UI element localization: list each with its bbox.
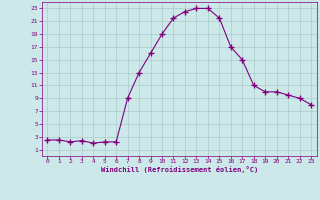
X-axis label: Windchill (Refroidissement éolien,°C): Windchill (Refroidissement éolien,°C) bbox=[100, 166, 258, 173]
